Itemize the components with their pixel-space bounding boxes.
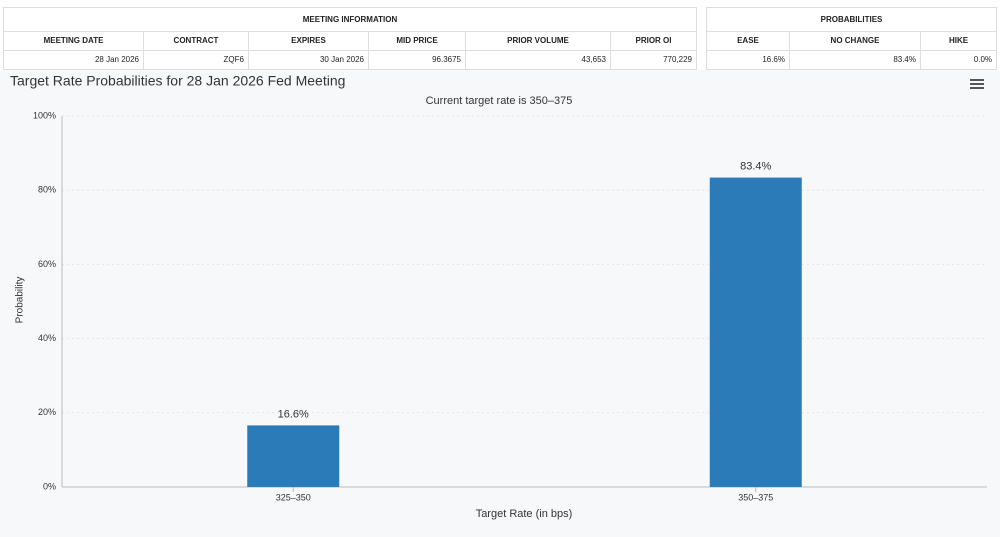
column-header: PRIOR OI	[635, 36, 672, 45]
cell: 16.6%	[707, 51, 790, 69]
column-header: NO CHANGE	[790, 32, 921, 50]
column-header: MEETING DATE	[4, 32, 144, 50]
table-row: 16.6% 83.4% 0.0%	[707, 50, 996, 69]
probabilities-table: PROBABILITIES EASE NO CHANGE HIKE 16.6% 83.4%…	[706, 7, 997, 70]
y-tick-label: 0%	[43, 481, 56, 491]
table-row: MEETING DATE CONTRACT EXPIRES MID PRICE PRIO…	[4, 32, 696, 50]
column-header: MID PRICE	[369, 32, 466, 50]
column-header: CONTRACT	[144, 32, 249, 50]
data-label: 83.4%	[740, 160, 771, 172]
cell: 83.4%	[790, 51, 921, 69]
cell: 96.3675	[369, 51, 466, 69]
meeting-info-table: MEETING INFORMATION MEETING DATE CONTRACT E…	[3, 7, 697, 70]
y-tick-label: 60%	[38, 259, 56, 269]
table-row: EASE NO CHANGE HIKE	[707, 32, 996, 50]
chart-background	[0, 70, 1000, 537]
data-label: 16.6%	[278, 408, 309, 420]
column-header: EASE	[707, 32, 790, 50]
column-header: PRIOR VOLUME	[466, 32, 611, 50]
x-tick-label: 325–350	[276, 492, 311, 502]
chart-subtitle: Current target rate is 350–375	[426, 95, 573, 107]
menu-icon[interactable]	[970, 79, 984, 89]
table-title: MEETING INFORMATION	[4, 8, 696, 32]
x-axis-title: Target Rate (in bps)	[476, 508, 573, 520]
chart-title: Target Rate Probabilities for 28 Jan 202…	[10, 73, 345, 89]
bar	[247, 425, 340, 487]
table-row: 28 Jan 2026 ZQF6 30 Jan 2026 96.3675 43,653 7…	[4, 50, 696, 69]
cell: 770,229	[663, 55, 692, 64]
y-tick-label: 20%	[38, 407, 56, 417]
y-tick-label: 100%	[33, 110, 56, 120]
y-axis-title: Probability	[15, 277, 26, 324]
cell: ZQF6	[144, 51, 249, 69]
bar	[709, 177, 802, 487]
table-title: PROBABILITIES	[707, 8, 996, 32]
column-header: EXPIRES	[249, 32, 369, 50]
y-tick-label: 40%	[38, 333, 56, 343]
x-tick-label: 350–375	[738, 492, 773, 502]
cell: 43,653	[466, 51, 611, 69]
y-tick-label: 80%	[38, 185, 56, 195]
cell: 0.0%	[973, 55, 992, 64]
chart: Target Rate Probabilities for 28 Jan 202…	[0, 70, 1000, 537]
cell: 28 Jan 2026	[4, 51, 144, 69]
column-header: HIKE	[948, 36, 969, 45]
cell: 30 Jan 2026	[249, 51, 369, 69]
